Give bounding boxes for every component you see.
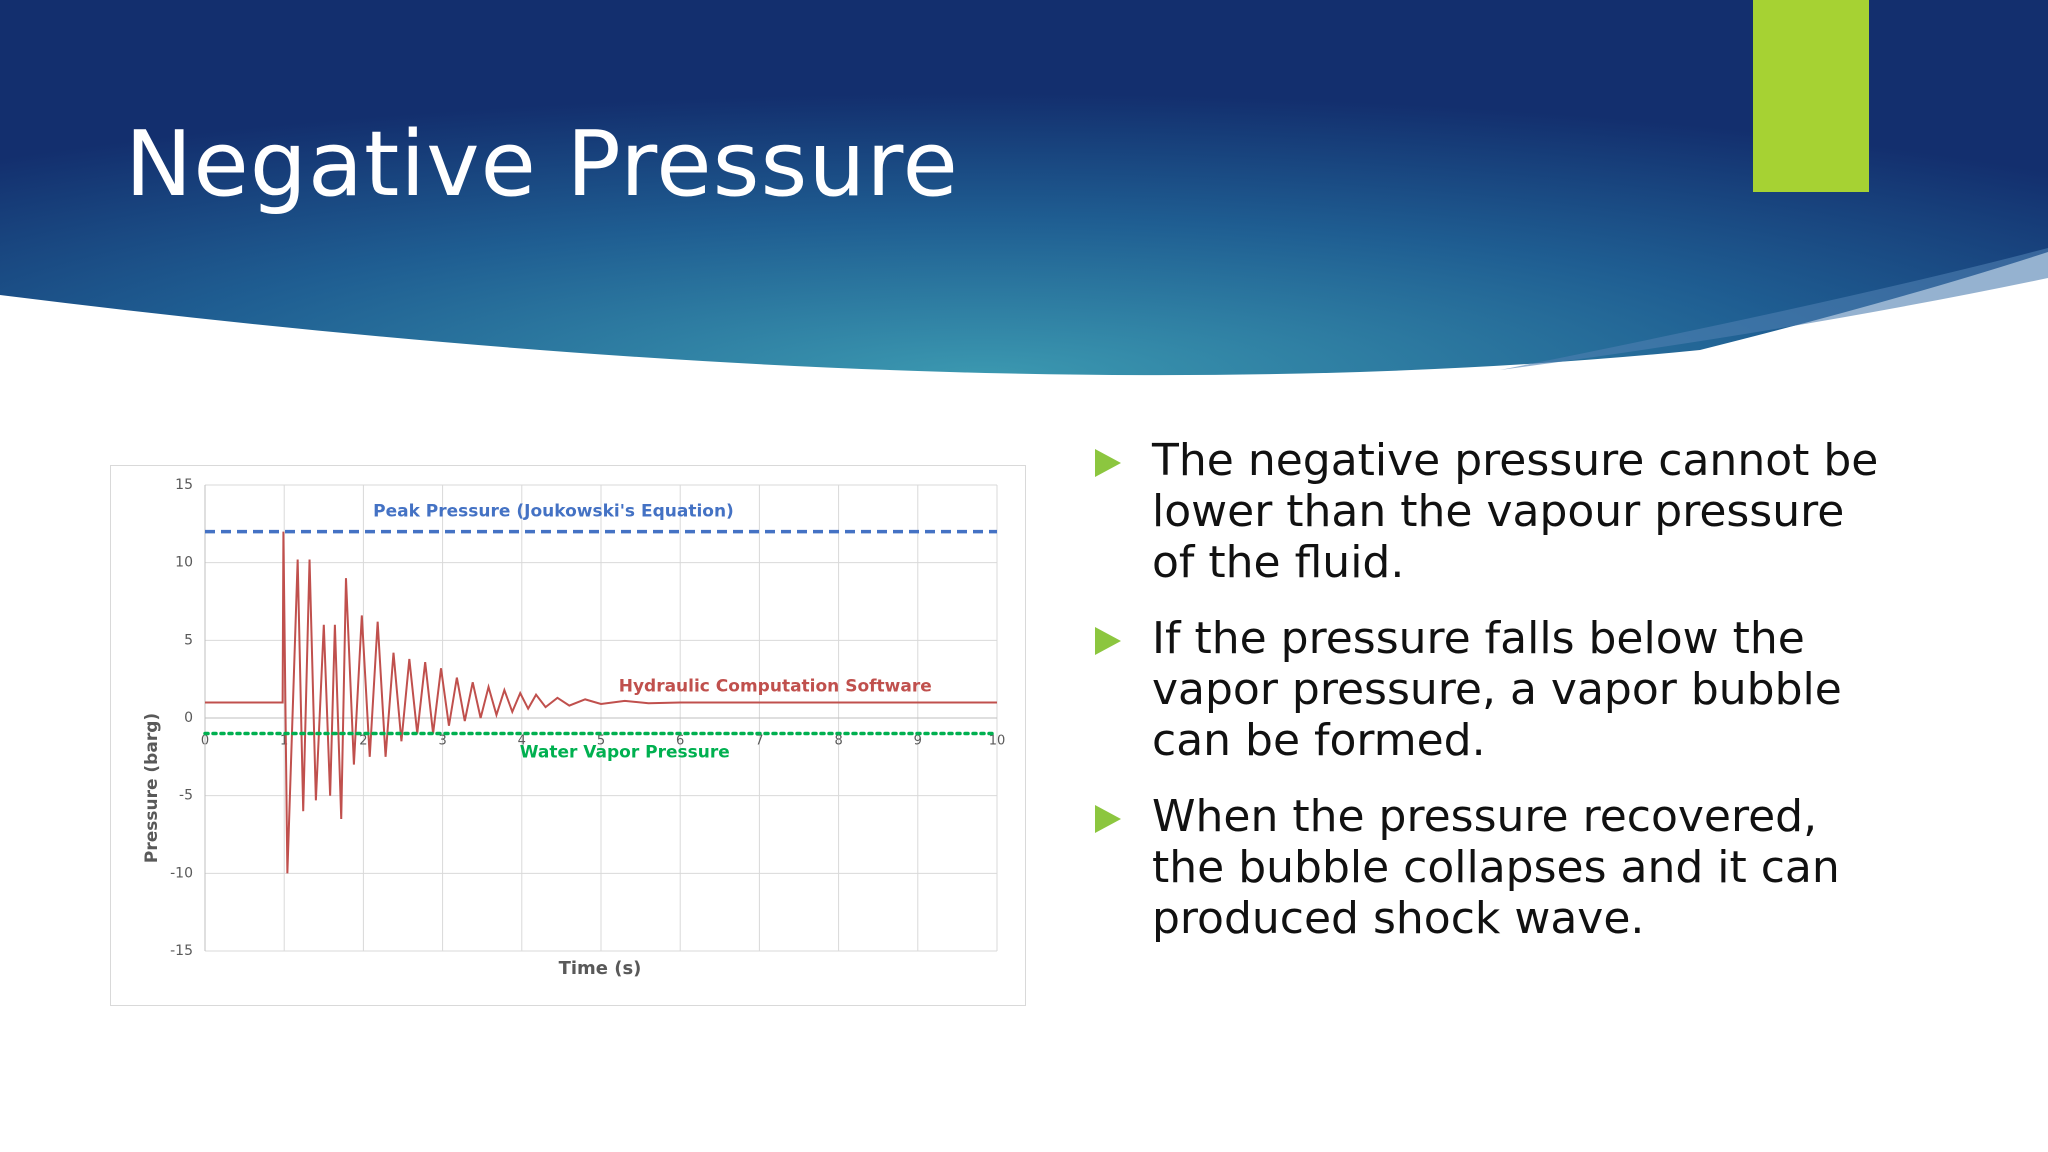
y-tick-label: -15 (170, 943, 193, 959)
x-tick-label: 6 (676, 734, 684, 749)
bullet-arrow (1095, 449, 1121, 477)
chart: Pressure (barg) Time (s) -15-10-50510150… (110, 465, 1026, 1006)
y-tick-label: 15 (175, 477, 193, 493)
slide-title: Negative Pressure (125, 112, 959, 217)
bullet: When the pressure recovered, the bubble … (1095, 791, 1895, 944)
bullet-arrow (1095, 627, 1121, 655)
x-tick-label: 8 (834, 734, 842, 749)
bullet-text: The negative pressure cannot be lower th… (1152, 435, 1879, 588)
y-tick-label: -10 (170, 865, 193, 881)
bullet-arrow (1095, 805, 1121, 833)
bullet-text: When the pressure recovered, the bubble … (1152, 791, 1840, 944)
y-tick-label: 0 (184, 710, 193, 726)
y-tick-label: 5 (184, 632, 193, 648)
header-band (0, 0, 2048, 376)
y-axis-label: Pressure (barg) (142, 713, 162, 863)
x-tick-label: 2 (359, 734, 367, 749)
x-tick-label: 7 (755, 734, 763, 749)
x-axis-label: Time (s) (559, 958, 642, 979)
series-label: Water Vapor Pressure (520, 743, 730, 763)
bullet-list: The negative pressure cannot be lower th… (1095, 435, 1895, 969)
bullet: If the pressure falls below the vapor pr… (1095, 613, 1895, 766)
series-label: Peak Pressure (Joukowski's Equation) (373, 502, 734, 522)
x-tick-label: 9 (914, 734, 922, 749)
x-tick-label: 5 (597, 734, 605, 749)
accent-rect (1753, 0, 1869, 192)
chart-frame (110, 465, 1026, 1006)
series-label: Hydraulic Computation Software (619, 676, 932, 696)
x-tick-label: 10 (989, 734, 1006, 749)
bullet-text: If the pressure falls below the vapor pr… (1152, 613, 1842, 766)
x-tick-label: 1 (280, 734, 288, 749)
y-tick-label: -5 (179, 788, 193, 804)
bullet: The negative pressure cannot be lower th… (1095, 435, 1895, 588)
y-tick-label: 10 (175, 555, 193, 571)
data-line (205, 531, 997, 874)
x-tick-label: 4 (518, 734, 526, 749)
x-tick-label: 3 (438, 734, 446, 749)
